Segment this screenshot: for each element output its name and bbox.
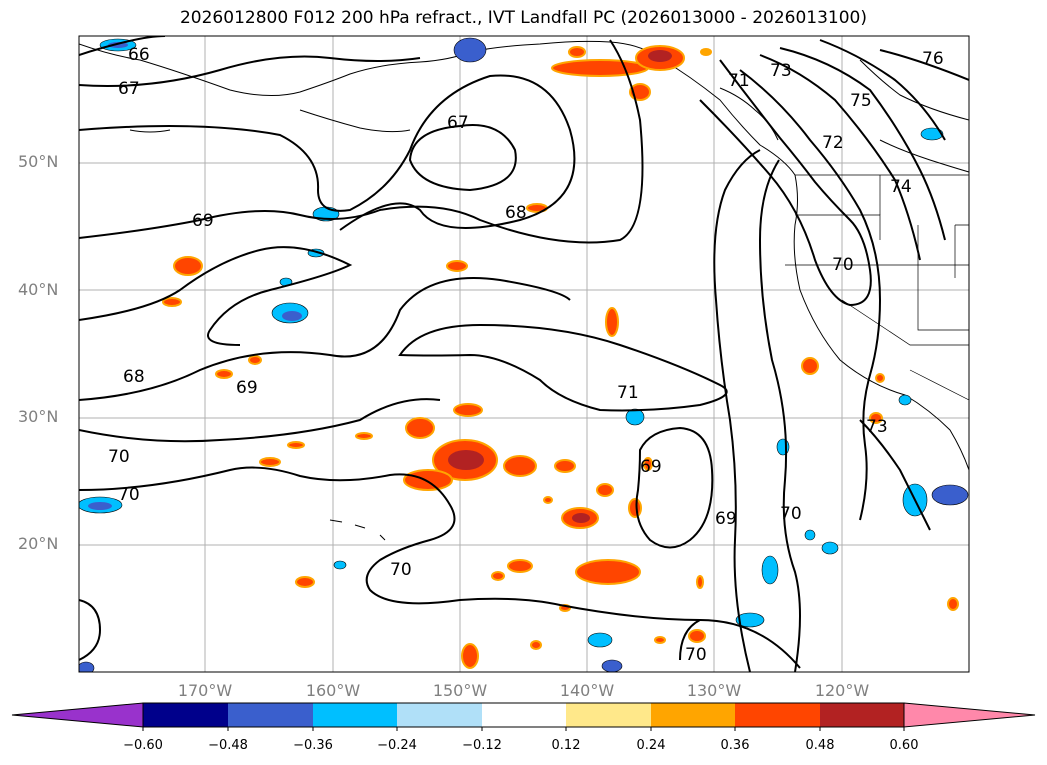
colorbar-tick-label: −0.36 — [293, 738, 333, 753]
contour-label: 67 — [118, 79, 140, 99]
contour-label: 71 — [728, 71, 750, 91]
colorbar-extend-high — [903, 702, 1036, 728]
colorbar-segment — [143, 703, 228, 727]
lon-label: 140°W — [559, 681, 615, 700]
lat-label: 40°N — [18, 280, 59, 299]
contour-label: 69 — [192, 211, 214, 231]
contour-label: 73 — [866, 417, 888, 437]
lon-label: 130°W — [686, 681, 742, 700]
contour-label: 71 — [617, 383, 639, 403]
contour-label: 70 — [780, 504, 802, 524]
map-title: 2026012800 F012 200 hPa refract., IVT La… — [179, 8, 867, 28]
colorbar-tick-label: 0.24 — [636, 738, 666, 753]
lon-label: 120°W — [814, 681, 870, 700]
colorbar-tick-label: 0.36 — [720, 738, 750, 753]
contour-label: 76 — [922, 49, 944, 69]
contour-label: 66 — [128, 45, 150, 65]
lon-label: 150°W — [432, 681, 488, 700]
height-contours — [79, 36, 969, 672]
lat-label: 50°N — [18, 152, 59, 171]
lon-label: 170°W — [177, 681, 233, 700]
lon-label: 160°W — [305, 681, 361, 700]
contour-label: 70 — [108, 447, 130, 467]
gridlines — [79, 36, 969, 672]
contour-label: 70 — [118, 485, 140, 505]
contour-label: 74 — [890, 177, 912, 197]
contour-label: 68 — [123, 367, 145, 387]
contour-label: 68 — [505, 203, 527, 223]
contour-label: 69 — [715, 509, 737, 529]
contour-label: 70 — [390, 560, 412, 580]
colorbar-segment — [566, 703, 651, 727]
contour-label: 67 — [447, 113, 469, 133]
colorbar-tick-label: −0.24 — [377, 738, 417, 753]
colorbar-segment — [482, 703, 566, 727]
colorbar — [11, 702, 1036, 731]
contour-label: 69 — [236, 378, 258, 398]
colorbar-segment — [228, 703, 313, 727]
colorbar-tick-label: 0.12 — [551, 738, 581, 753]
contour-label: 69 — [640, 457, 662, 477]
contour-label: 70 — [685, 645, 707, 665]
lat-label: 30°N — [18, 407, 59, 426]
colorbar-tick-label: 0.60 — [889, 738, 919, 753]
contour-label: 72 — [822, 133, 844, 153]
colorbar-segment — [651, 703, 735, 727]
contour-label: 70 — [832, 255, 854, 275]
colorbar-segment — [313, 703, 397, 727]
colorbar-segment — [735, 703, 820, 727]
positive-anomaly-shading — [162, 45, 959, 669]
colorbar-segment — [820, 703, 904, 727]
contour-label: 75 — [850, 91, 872, 111]
colorbar-tick-label: −0.60 — [123, 738, 163, 753]
colorbar-segment — [397, 703, 482, 727]
colorbar-tick-label: 0.48 — [805, 738, 835, 753]
colorbar-tick-label: −0.48 — [208, 738, 248, 753]
contour-label: 73 — [770, 61, 792, 81]
colorbar-extend-low — [11, 702, 144, 728]
contour-labels: 66 67 67 69 68 68 69 71 70 70 69 69 70 7… — [108, 45, 944, 665]
lat-label: 20°N — [18, 534, 59, 553]
colorbar-tick-label: −0.12 — [462, 738, 502, 753]
